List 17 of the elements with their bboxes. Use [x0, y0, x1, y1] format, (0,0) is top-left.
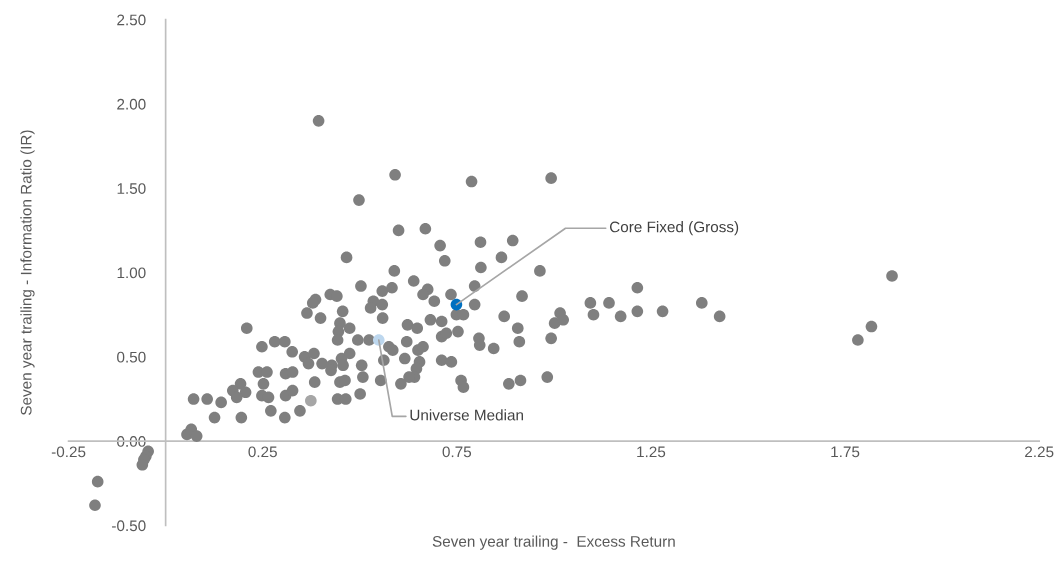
annotation: Core Fixed (Gross) [609, 221, 739, 236]
y-tick-label: 0.50 [117, 351, 146, 363]
y-tick-label: 2.00 [117, 98, 146, 110]
y-tick-label: 1.50 [117, 183, 146, 194]
y-tick-label: 2.50 [117, 14, 146, 26]
x-tick-label: 1.75 [831, 446, 860, 458]
x-tick-label: 0.75 [442, 446, 472, 458]
annotation: Universe Median [410, 409, 523, 421]
x-tick-label: 2.25 [1025, 446, 1054, 458]
y-tick-label: -0.50 [112, 520, 146, 532]
y-tick-label: 1.00 [117, 267, 146, 279]
x-tick-label: 1.25 [637, 446, 666, 458]
y-axis-title: Seven year trailing - Information Ratio (IR) [20, 130, 35, 415]
x-tick-label: -0.25 [51, 446, 86, 458]
x-tick-label: 0.25 [248, 446, 277, 458]
x-axis-title: Seven year trailing - Excess Return [432, 535, 675, 550]
point [305, 394, 317, 407]
